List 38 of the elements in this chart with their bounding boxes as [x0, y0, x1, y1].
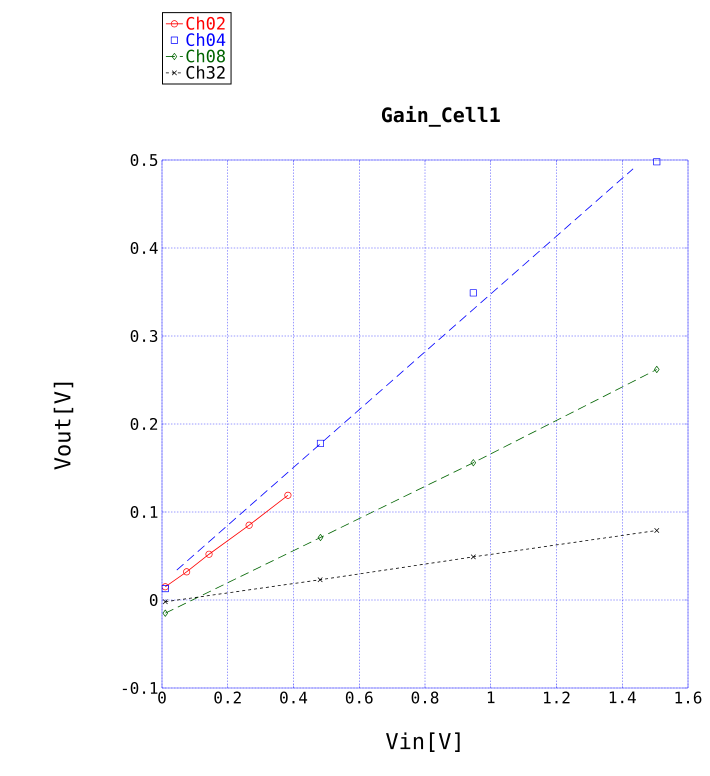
point	[246, 522, 253, 529]
point	[205, 550, 213, 558]
point	[470, 289, 477, 296]
point	[654, 366, 660, 373]
point	[470, 459, 476, 466]
x-axis-title: Vin[V]	[386, 732, 460, 752]
legend-label: Ch04	[186, 32, 226, 46]
x-tick-label: 0.2	[214, 692, 241, 704]
point	[284, 492, 292, 499]
chart-title: Gain_Cell1	[382, 106, 500, 127]
y-tick-label: 0.2	[130, 418, 158, 430]
point	[316, 440, 324, 447]
point	[470, 554, 476, 560]
point	[183, 568, 190, 576]
point	[654, 528, 660, 534]
x-tick-label: 1.2	[544, 692, 570, 704]
x-tick-label: 1.6	[676, 692, 702, 704]
point	[318, 577, 323, 582]
y-tick-label: -0.1	[122, 682, 158, 694]
y-tick-label: 0.4	[130, 242, 158, 254]
y-tick-label: 0.1	[130, 506, 158, 518]
y-axis-title: Vout[V]	[54, 382, 74, 470]
x-tick-label: 0.4	[280, 692, 308, 704]
point	[653, 158, 660, 166]
point	[162, 599, 168, 604]
x-tick-label: 0.6	[346, 692, 373, 704]
point	[162, 610, 168, 617]
x-tick-label: 1	[488, 692, 494, 704]
point	[318, 534, 324, 542]
x-tick-label: 1.4	[610, 692, 636, 704]
legend-label: Ch08	[186, 49, 225, 62]
x-tick-label: 0	[158, 692, 166, 704]
y-tick-label: 0	[150, 594, 158, 606]
legend-label: Ch02	[186, 16, 225, 30]
y-tick-label: 0.3	[130, 330, 158, 342]
legend-label: Ch32	[186, 66, 225, 79]
y-tick-label: 0.5	[130, 154, 158, 166]
x-tick-label: 0.8	[412, 692, 438, 704]
